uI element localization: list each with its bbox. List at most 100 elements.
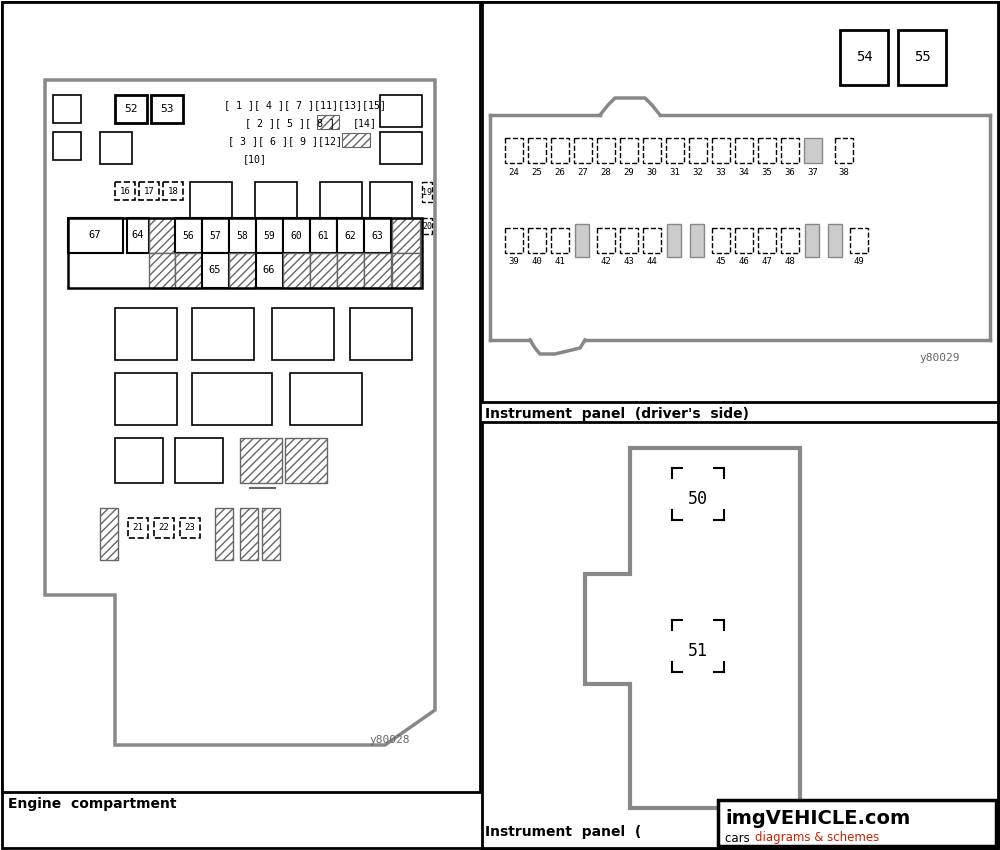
Text: 55: 55 xyxy=(914,50,930,64)
Bar xyxy=(735,138,753,163)
Bar xyxy=(320,182,362,220)
Bar xyxy=(175,438,223,483)
Bar xyxy=(283,218,310,253)
Bar xyxy=(342,133,370,147)
Bar xyxy=(337,218,364,253)
Bar xyxy=(505,228,523,253)
Text: 21: 21 xyxy=(133,524,143,532)
Bar xyxy=(712,138,730,163)
Bar xyxy=(255,182,297,220)
Bar xyxy=(115,373,177,425)
Bar xyxy=(392,253,420,288)
Bar xyxy=(175,253,202,288)
Bar xyxy=(53,132,81,160)
Bar xyxy=(575,224,589,257)
Bar xyxy=(283,253,310,288)
Text: 33: 33 xyxy=(716,167,726,177)
Bar xyxy=(840,30,888,85)
Bar xyxy=(422,182,432,202)
Text: 47: 47 xyxy=(762,258,772,267)
Bar xyxy=(139,182,159,200)
Bar xyxy=(781,228,799,253)
Text: Engine  compartment: Engine compartment xyxy=(8,797,176,811)
Text: 34: 34 xyxy=(739,167,749,177)
Bar xyxy=(735,228,753,253)
Text: 26: 26 xyxy=(555,167,565,177)
Text: 18: 18 xyxy=(168,186,178,196)
Text: 37: 37 xyxy=(808,167,818,177)
Bar xyxy=(850,228,868,253)
Text: 64: 64 xyxy=(132,230,144,240)
Bar xyxy=(202,253,229,288)
Bar xyxy=(505,138,523,163)
Bar xyxy=(805,224,819,257)
Bar xyxy=(364,218,391,253)
Bar xyxy=(364,253,391,288)
Text: 58: 58 xyxy=(237,230,248,241)
Bar xyxy=(53,95,81,123)
Text: 67: 67 xyxy=(89,230,101,240)
Text: 22: 22 xyxy=(159,524,169,532)
Bar xyxy=(285,438,327,483)
Bar xyxy=(758,138,776,163)
Text: Instrument  panel  (: Instrument panel ( xyxy=(485,825,641,839)
Bar xyxy=(151,95,183,123)
Bar xyxy=(574,138,592,163)
Text: 45: 45 xyxy=(716,258,726,267)
Bar xyxy=(127,218,149,253)
Bar xyxy=(380,95,422,127)
Bar xyxy=(482,2,998,402)
Bar xyxy=(804,138,822,163)
Bar xyxy=(828,224,842,257)
Bar xyxy=(712,228,730,253)
Bar xyxy=(781,138,799,163)
Bar xyxy=(163,182,183,200)
Bar xyxy=(202,218,229,253)
Bar xyxy=(262,508,280,560)
Bar xyxy=(115,308,177,360)
Bar xyxy=(68,218,123,253)
Text: diagrams & schemes: diagrams & schemes xyxy=(755,831,879,845)
Bar xyxy=(256,253,283,288)
Bar xyxy=(229,218,256,253)
Text: 23: 23 xyxy=(185,524,195,532)
Text: 43: 43 xyxy=(624,258,634,267)
Bar xyxy=(482,422,998,848)
Bar xyxy=(380,132,422,164)
Bar xyxy=(898,30,946,85)
Text: 56: 56 xyxy=(183,230,194,241)
Bar xyxy=(192,373,272,425)
Bar xyxy=(718,800,996,846)
Text: 51: 51 xyxy=(688,642,708,660)
Text: 59: 59 xyxy=(264,230,275,241)
Text: 36: 36 xyxy=(785,167,795,177)
Bar xyxy=(310,253,337,288)
Text: [ 2 ][ 5 ][ 8 ]: [ 2 ][ 5 ][ 8 ] xyxy=(245,118,335,128)
Text: 65: 65 xyxy=(209,265,221,275)
Bar xyxy=(643,228,661,253)
Text: 20: 20 xyxy=(422,222,432,230)
Text: 27: 27 xyxy=(578,167,588,177)
Bar xyxy=(2,2,480,792)
Text: 16: 16 xyxy=(120,186,130,196)
Bar xyxy=(392,218,420,253)
Bar xyxy=(666,138,684,163)
Text: 25: 25 xyxy=(532,167,542,177)
Bar xyxy=(689,138,707,163)
Bar xyxy=(215,508,233,560)
Text: cars: cars xyxy=(725,831,754,845)
Bar xyxy=(643,138,661,163)
Text: 35: 35 xyxy=(762,167,772,177)
Text: 29: 29 xyxy=(624,167,634,177)
Text: 40: 40 xyxy=(532,258,542,267)
Bar xyxy=(175,218,202,253)
Text: [ 3 ][ 6 ][ 9 ][12]: [ 3 ][ 6 ][ 9 ][12] xyxy=(228,136,342,146)
Bar xyxy=(115,438,163,483)
Text: 39: 39 xyxy=(509,258,519,267)
Text: 66: 66 xyxy=(263,265,275,275)
Text: 61: 61 xyxy=(318,230,329,241)
Bar xyxy=(100,508,118,560)
Bar xyxy=(256,218,283,253)
Bar xyxy=(272,308,334,360)
Bar xyxy=(240,438,282,483)
